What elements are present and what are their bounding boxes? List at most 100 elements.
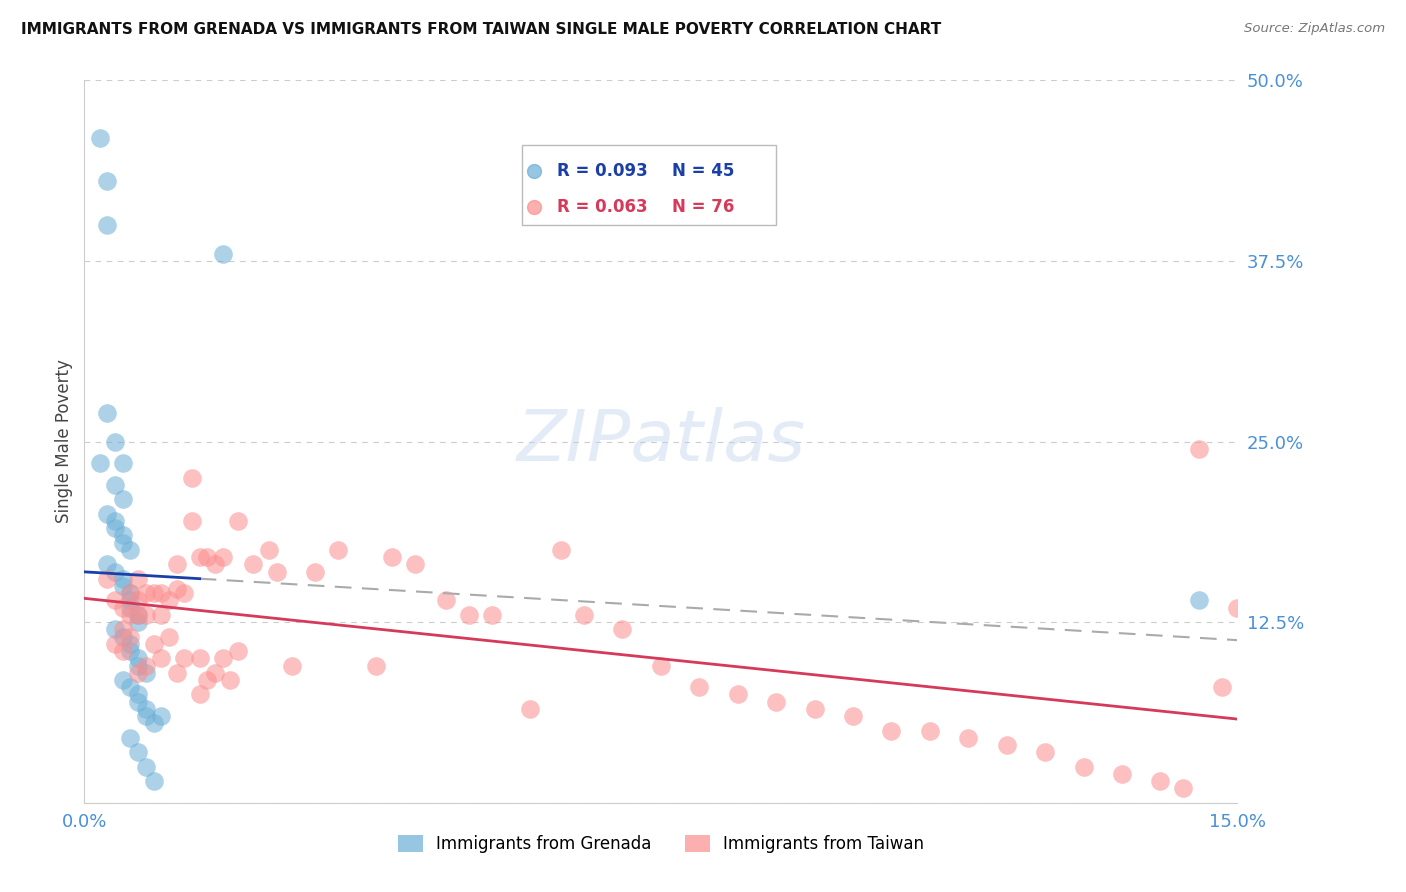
Point [96, 406, 118, 420]
Point [173, 651, 195, 665]
Point [111, 600, 134, 615]
Point [111, 456, 134, 470]
Point [650, 658, 672, 673]
Text: Source: ZipAtlas.com: Source: ZipAtlas.com [1244, 22, 1385, 36]
Point [226, 514, 249, 528]
Point [111, 630, 134, 644]
Point [111, 492, 134, 507]
Point [842, 709, 865, 723]
Legend: Immigrants from Grenada, Immigrants from Taiwan: Immigrants from Grenada, Immigrants from… [391, 828, 931, 860]
Point [1188, 442, 1211, 456]
Point [96, 218, 118, 232]
Point [1033, 745, 1056, 759]
Point [111, 572, 134, 586]
Point [135, 607, 157, 622]
Point [142, 716, 165, 731]
Point [281, 658, 304, 673]
Point [135, 702, 157, 716]
Point [127, 687, 149, 701]
Point [995, 738, 1018, 752]
Point [366, 658, 388, 673]
Point [550, 542, 572, 557]
Point [142, 586, 165, 600]
Point [142, 637, 165, 651]
Text: IMMIGRANTS FROM GRENADA VS IMMIGRANTS FROM TAIWAN SINGLE MALE POVERTY CORRELATIO: IMMIGRANTS FROM GRENADA VS IMMIGRANTS FR… [21, 22, 942, 37]
Point [111, 644, 134, 658]
Point [957, 731, 980, 745]
Point [104, 593, 127, 607]
Point [104, 514, 127, 528]
Point [157, 593, 180, 607]
Point [880, 723, 903, 738]
Point [211, 550, 233, 565]
Point [150, 709, 173, 723]
Point [89, 456, 111, 470]
Point [120, 680, 142, 694]
Point [127, 615, 149, 630]
Point [1111, 767, 1133, 781]
Point [120, 586, 142, 600]
Point [104, 478, 127, 492]
Point [120, 637, 142, 651]
Point [166, 665, 188, 680]
Point [1173, 781, 1195, 796]
Point [104, 434, 127, 449]
Y-axis label: Single Male Poverty: Single Male Poverty [55, 359, 73, 524]
Point [166, 558, 188, 572]
Point [1149, 774, 1171, 789]
Point [127, 695, 149, 709]
Point [120, 542, 142, 557]
Point [96, 572, 118, 586]
Point [111, 623, 134, 637]
Point [135, 665, 157, 680]
Point [219, 673, 242, 687]
Point [481, 607, 503, 622]
Point [120, 644, 142, 658]
Point [266, 565, 288, 579]
Point [127, 658, 149, 673]
Point [1211, 680, 1233, 694]
Point [127, 572, 149, 586]
Point [1073, 760, 1095, 774]
Point [226, 644, 249, 658]
Point [96, 558, 118, 572]
Point [120, 593, 142, 607]
Point [89, 131, 111, 145]
Point [120, 630, 142, 644]
Point [127, 607, 149, 622]
Point [120, 731, 142, 745]
Point [111, 579, 134, 593]
Point [572, 607, 595, 622]
Point [150, 586, 173, 600]
Point [457, 607, 479, 622]
Point [727, 687, 749, 701]
Text: N = 76: N = 76 [672, 198, 735, 216]
Point [304, 565, 326, 579]
FancyBboxPatch shape [523, 145, 776, 225]
Point [918, 723, 941, 738]
Point [188, 687, 211, 701]
Point [242, 558, 264, 572]
Point [519, 702, 541, 716]
Point [181, 470, 204, 484]
Point [257, 542, 280, 557]
Point [211, 246, 233, 260]
Point [104, 623, 127, 637]
Text: N = 45: N = 45 [672, 161, 735, 179]
Point [135, 586, 157, 600]
Point [127, 593, 149, 607]
Point [127, 651, 149, 665]
Point [1226, 600, 1249, 615]
Point [135, 760, 157, 774]
Point [188, 651, 211, 665]
Point [135, 658, 157, 673]
Point [404, 558, 426, 572]
Text: ZIPatlas: ZIPatlas [516, 407, 806, 476]
Point [96, 174, 118, 188]
Point [188, 550, 211, 565]
Point [135, 709, 157, 723]
Point [612, 623, 634, 637]
Point [120, 586, 142, 600]
Point [127, 665, 149, 680]
Point [434, 593, 457, 607]
